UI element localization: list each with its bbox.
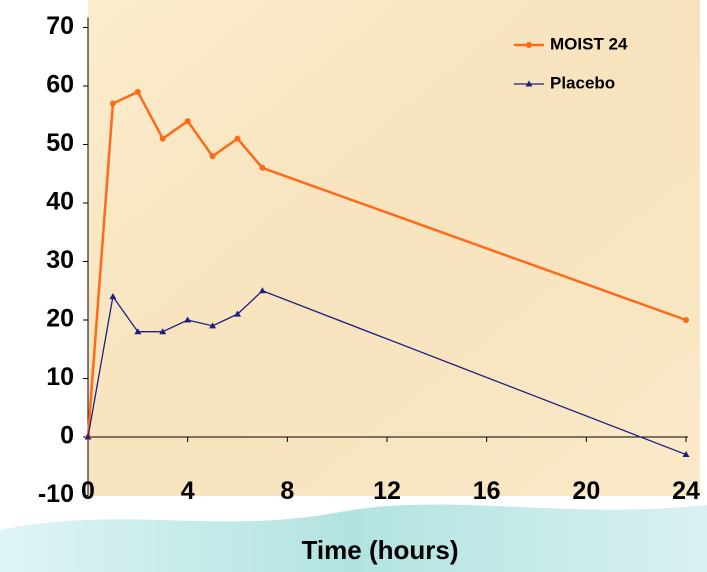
point <box>259 164 266 171</box>
x-tick-label: 16 <box>473 477 501 505</box>
point <box>134 328 142 335</box>
point <box>109 293 117 300</box>
point <box>682 451 690 458</box>
decor-wave <box>0 504 707 572</box>
x-tick-label: 8 <box>280 477 294 505</box>
y-tick-label: 10 <box>46 363 74 391</box>
point <box>683 317 689 323</box>
y-tick-label: 20 <box>46 305 74 333</box>
plot-area <box>88 0 700 496</box>
point <box>84 433 92 440</box>
legend-marker <box>525 80 533 87</box>
x-tick-label: 24 <box>672 477 700 505</box>
point <box>159 135 166 142</box>
point <box>184 118 191 125</box>
y-tick-label: 60 <box>46 71 74 99</box>
y-tick-label: -10 <box>38 480 74 508</box>
x-tick-label: 4 <box>181 477 195 505</box>
y-tick-label: 40 <box>46 188 74 216</box>
legend-label: Placebo <box>550 73 615 92</box>
legend-label: MOIST 24 <box>550 34 628 53</box>
x-tick-label: 20 <box>572 477 600 505</box>
point <box>109 100 116 107</box>
point <box>234 135 241 142</box>
y-tick-label: 50 <box>46 129 74 157</box>
x-tick-label: 12 <box>373 477 401 505</box>
y-tick-label: 30 <box>46 246 74 274</box>
point <box>209 153 216 160</box>
point <box>134 88 141 95</box>
y-tick-label: 0 <box>60 422 74 450</box>
x-axis-label: Time (hours) <box>302 535 459 565</box>
y-tick-label: 70 <box>46 12 74 40</box>
x-tick-label: 0 <box>81 477 95 505</box>
point <box>159 328 167 335</box>
legend-marker <box>526 42 532 48</box>
point <box>258 287 266 294</box>
point <box>184 316 192 323</box>
point <box>209 322 217 329</box>
point <box>234 310 241 317</box>
